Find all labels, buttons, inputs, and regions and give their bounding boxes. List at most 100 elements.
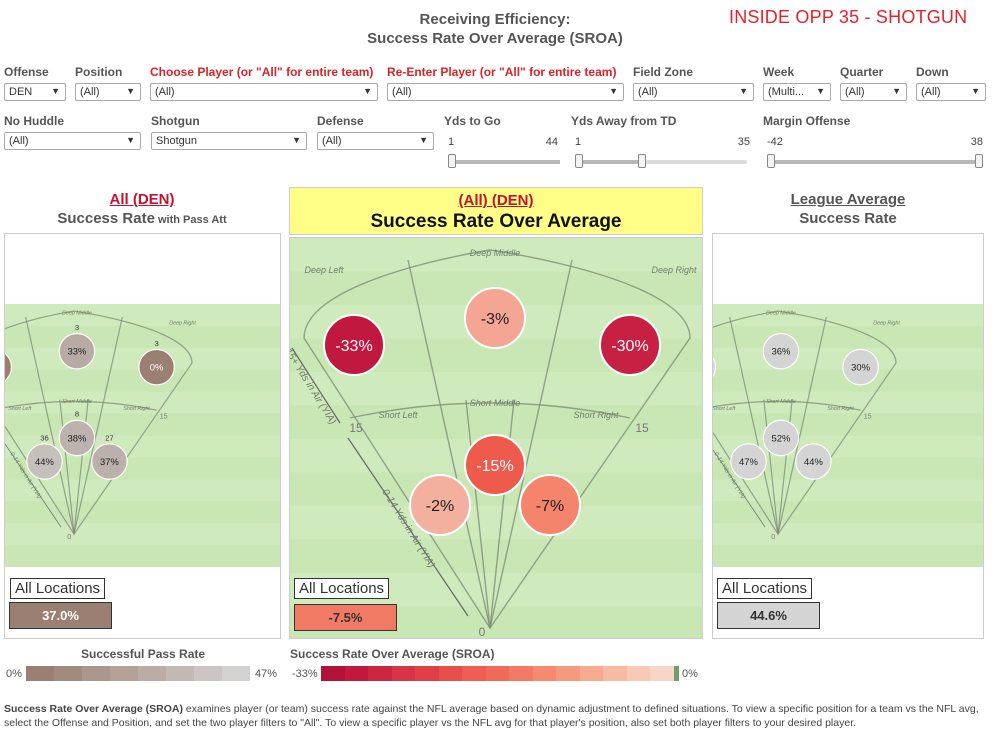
- yds-away-min: 1: [575, 136, 582, 148]
- zone-count-deep-right: 3: [154, 339, 158, 348]
- team-title-link[interactable]: All (DEN): [109, 191, 175, 208]
- zone-value-deep-right: -30%: [611, 338, 648, 355]
- yds-to-go-max: 44: [545, 136, 558, 148]
- legend-swatch: [603, 666, 627, 681]
- yard-15-right: 15: [635, 421, 649, 435]
- yard-15-right: 15: [864, 412, 872, 420]
- zone-bubble-deep-middle[interactable]: [464, 287, 526, 349]
- footer-bold: Success Rate Over Average (SROA): [4, 703, 183, 715]
- slider-handle-min[interactable]: [448, 154, 456, 168]
- slider-handle-max[interactable]: [638, 154, 646, 168]
- slider-handle-max[interactable]: [975, 154, 983, 168]
- footer-text: examines player (or team) success rate a…: [4, 703, 979, 729]
- zone-bubble-short-right[interactable]: [91, 443, 128, 480]
- deep-left-divider: [729, 316, 779, 535]
- zone-bubble-short-middle[interactable]: [58, 419, 96, 457]
- deep-right-divider: [489, 259, 573, 629]
- chevron-down-icon: ▼: [609, 86, 618, 96]
- left-panel-title: All (DEN) Success Rate with Pass Att: [4, 190, 280, 230]
- position-select[interactable]: (All) ▼: [75, 83, 141, 101]
- yard-15-left: 15: [349, 421, 363, 435]
- yds-to-go-label: Yds to Go: [444, 114, 501, 128]
- sroa-legend-min: -33%: [292, 668, 318, 680]
- deep-yia-arrow: [291, 347, 341, 424]
- zone-bubble-deep-right[interactable]: [138, 348, 175, 386]
- sroa-legend-max: 0%: [682, 668, 698, 680]
- offense-select[interactable]: DEN ▼: [4, 83, 66, 101]
- field-zone-select[interactable]: (All) ▼: [633, 83, 754, 101]
- zone-bubble-deep-left[interactable]: [5, 349, 13, 384]
- short-middle-label: Short Middle: [766, 399, 796, 405]
- shotgun-select[interactable]: Shotgun ▼: [151, 132, 307, 150]
- center-title-banner: (All) (DEN) Success Rate Over Average: [289, 187, 703, 235]
- zone-count-short-middle: 8: [75, 410, 79, 419]
- legend-swatch: [222, 666, 250, 681]
- zone-value-short-right: 37%: [100, 457, 119, 468]
- chevron-down-icon: ▼: [363, 86, 372, 96]
- center-panel: Deep Middle Deep Left Deep Right Short Left…: [289, 237, 703, 639]
- legend-swatch: [532, 666, 557, 681]
- zone-bubble-short-left[interactable]: [26, 443, 63, 480]
- zone-bubble-deep-left[interactable]: [713, 349, 717, 384]
- down-select[interactable]: (All) ▼: [916, 83, 986, 101]
- zone-bubble-short-middle[interactable]: [464, 434, 526, 496]
- legend-swatch: [321, 666, 345, 681]
- deep-left-label: Deep Left: [304, 265, 344, 275]
- left-subtitle-small: with Pass Att: [154, 214, 227, 226]
- zone-value-short-right: 44%: [804, 457, 823, 468]
- quarter-label: Quarter: [840, 65, 884, 79]
- slider-handle-min[interactable]: [575, 154, 583, 168]
- zone-value-short-left: -2%: [426, 498, 454, 515]
- zone-bubble-short-middle[interactable]: [762, 419, 800, 457]
- short-middle-label: Short Middle: [470, 398, 521, 408]
- zone-bubble-short-left[interactable]: [730, 443, 767, 480]
- deep-middle-label: Deep Middle: [62, 311, 92, 317]
- deep-zone-outline: [5, 310, 193, 536]
- zone-bubble-deep-right[interactable]: [599, 314, 661, 376]
- chevron-down-icon: ▼: [816, 86, 825, 96]
- week-select[interactable]: (Multi... ▼: [763, 83, 831, 101]
- zone-count-deep-middle: 3: [75, 323, 79, 332]
- zone-bubble-deep-middle[interactable]: [762, 332, 800, 370]
- no-huddle-select[interactable]: (All) ▼: [4, 132, 141, 150]
- league-title: League Average: [790, 191, 906, 208]
- short-yia-arrow: [347, 437, 469, 617]
- short-left-label: Short Left: [713, 406, 736, 412]
- zone-bubble-deep-left[interactable]: [323, 314, 385, 376]
- zone-bubble-short-left[interactable]: [409, 474, 471, 536]
- zone-bubble-short-right[interactable]: [519, 474, 581, 536]
- pass-rate-legend-title: Successful Pass Rate: [81, 647, 206, 661]
- zone-bubble-deep-right[interactable]: [842, 348, 879, 386]
- margin-slider[interactable]: -42 38: [763, 136, 987, 168]
- chevron-down-icon: ▼: [126, 86, 135, 96]
- zone-bubble-deep-middle[interactable]: [58, 332, 96, 370]
- yds-to-go-min: 1: [448, 136, 455, 148]
- short-yia-arrow: [5, 443, 62, 528]
- quarter-select[interactable]: (All) ▼: [840, 83, 907, 101]
- zone-bubble-short-right[interactable]: [795, 443, 832, 480]
- yds-to-go-slider[interactable]: 1 44: [444, 136, 562, 168]
- zone-value-deep-left: -33%: [335, 338, 372, 355]
- slider-handle-min[interactable]: [767, 154, 775, 168]
- deep-right-divider: [777, 316, 827, 535]
- short-zone-arc: [5, 400, 157, 411]
- legend-swatch: [82, 666, 110, 681]
- deep-middle-label: Deep Middle: [766, 311, 796, 317]
- legend-swatch: [110, 666, 138, 681]
- short-right-label: Short Right: [123, 406, 150, 412]
- deep-zone-outline: [713, 310, 897, 536]
- yds-away-slider[interactable]: 1 35: [571, 136, 754, 168]
- pass-rate-color-scale: [26, 666, 250, 681]
- legend-swatch: [415, 666, 439, 681]
- zone-value-deep-middle: 36%: [772, 347, 791, 358]
- all-locations-label: All Locations: [10, 578, 106, 599]
- defense-select[interactable]: (All) ▼: [317, 132, 434, 150]
- center-title-link[interactable]: (All) (DEN): [458, 192, 534, 209]
- player2-select[interactable]: (All) ▼: [387, 83, 624, 101]
- all-locations-label: All Locations: [717, 578, 813, 599]
- zone-value-short-middle: 38%: [68, 433, 87, 444]
- player1-select[interactable]: (All) ▼: [150, 83, 378, 101]
- defense-label: Defense: [317, 114, 364, 128]
